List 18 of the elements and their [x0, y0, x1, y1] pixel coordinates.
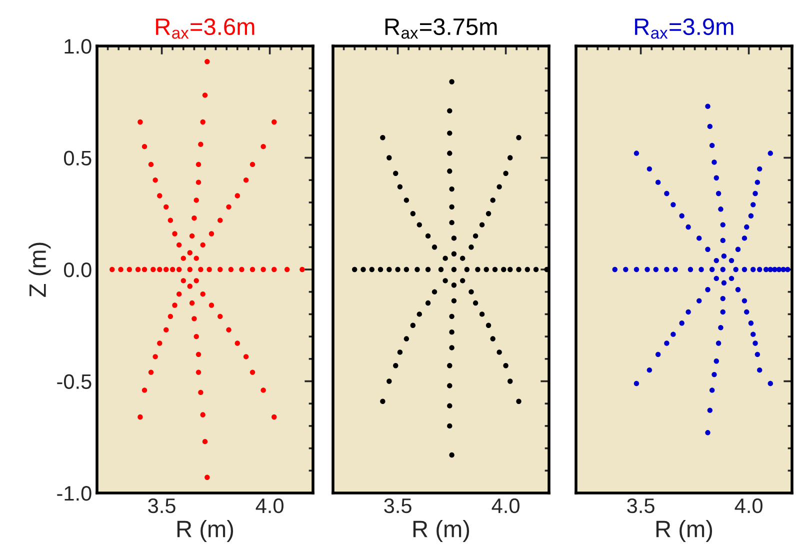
y-tick-label: 0.0: [64, 262, 92, 278]
x-axis-title: R (m): [413, 520, 470, 542]
x-tick-label: 4.0: [492, 498, 520, 514]
y-tick-label: -1.0: [57, 486, 92, 501]
chart-title: R$_{ax}$=3.6m: [156, 18, 254, 39]
y-tick-label: 1.0: [64, 39, 92, 54]
chart-title: R$_{ax}$=3.9m: [635, 18, 734, 39]
x-tick-label: 3.5: [384, 498, 412, 514]
x-axis-title: R (m): [656, 520, 712, 542]
x-axis-title: R (m): [177, 520, 234, 542]
y-tick-label: 0.5: [64, 150, 92, 166]
x-tick-label: 3.5: [148, 498, 176, 514]
x-tick-label: 4.0: [734, 498, 762, 514]
chart-title: R$_{ax}$=3.75m: [385, 18, 497, 39]
x-tick-label: 3.5: [627, 498, 654, 514]
y-axis-title: Z (m): [28, 242, 51, 297]
x-tick-label: 4.0: [256, 498, 284, 514]
y-tick-label: -0.5: [57, 374, 92, 390]
